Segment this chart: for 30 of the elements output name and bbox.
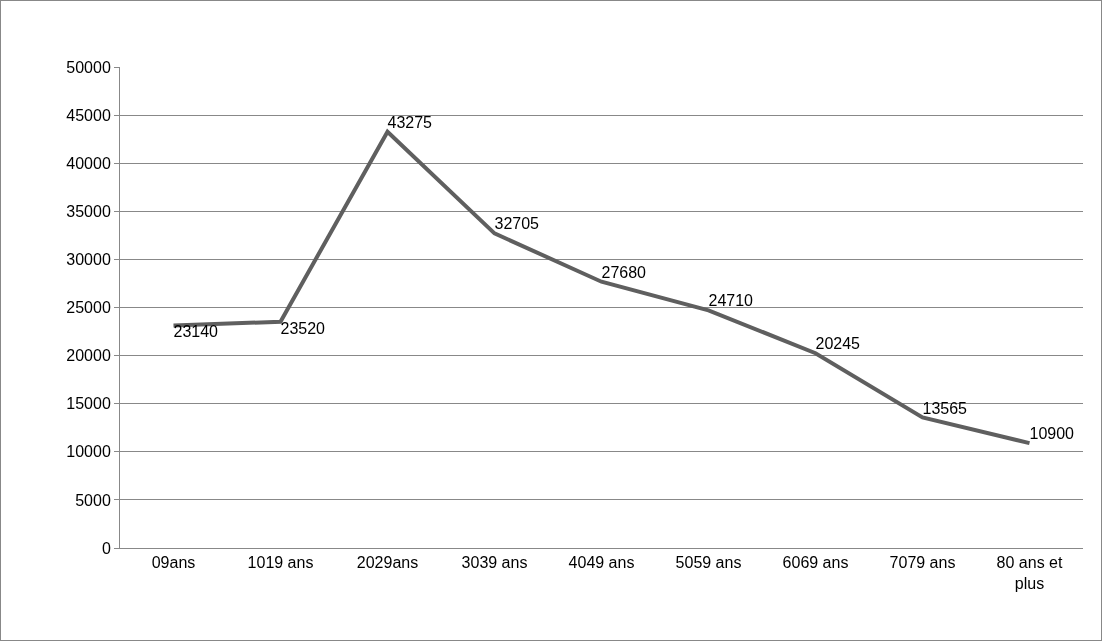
y-tick-label: 5000 [75, 491, 111, 509]
y-tick-label: 0 [101, 539, 111, 557]
x-tick-label: 5059 ans [675, 554, 742, 572]
x-tick-label: 7079 ans [889, 554, 956, 572]
x-tick-label: 1019 ans [247, 554, 314, 572]
y-tick-label: 10000 [66, 443, 111, 461]
data-label: 20245 [815, 335, 861, 353]
y-tick-label: 45000 [66, 106, 111, 124]
data-label: 43275 [387, 113, 433, 131]
x-tick-label: 6069 ans [782, 554, 849, 572]
x-tick-label: 2029ans [356, 554, 419, 572]
x-tick-label: 4049 ans [568, 554, 635, 572]
y-tick-label: 25000 [66, 299, 111, 317]
data-label: 24710 [708, 292, 754, 310]
y-tick-label: 50000 [66, 58, 111, 76]
x-tick-label: 09ans [151, 554, 196, 572]
data-label: 32705 [494, 215, 540, 233]
x-tick-label: 80 ans et plus [996, 554, 1063, 592]
data-label: 10900 [1029, 425, 1075, 443]
data-label: 13565 [922, 399, 968, 417]
y-tick-label: 30000 [66, 251, 111, 268]
y-tick-label: 15000 [66, 395, 111, 413]
x-tick-label: 3039 ans [461, 554, 528, 572]
data-label: 27680 [601, 263, 647, 281]
data-label: 23520 [280, 319, 326, 337]
y-tick-label: 40000 [66, 154, 111, 172]
data-label: 23140 [173, 323, 219, 341]
line-series [171, 129, 1032, 446]
y-tick-label: 20000 [66, 347, 111, 365]
y-tick-label: 35000 [66, 202, 111, 220]
